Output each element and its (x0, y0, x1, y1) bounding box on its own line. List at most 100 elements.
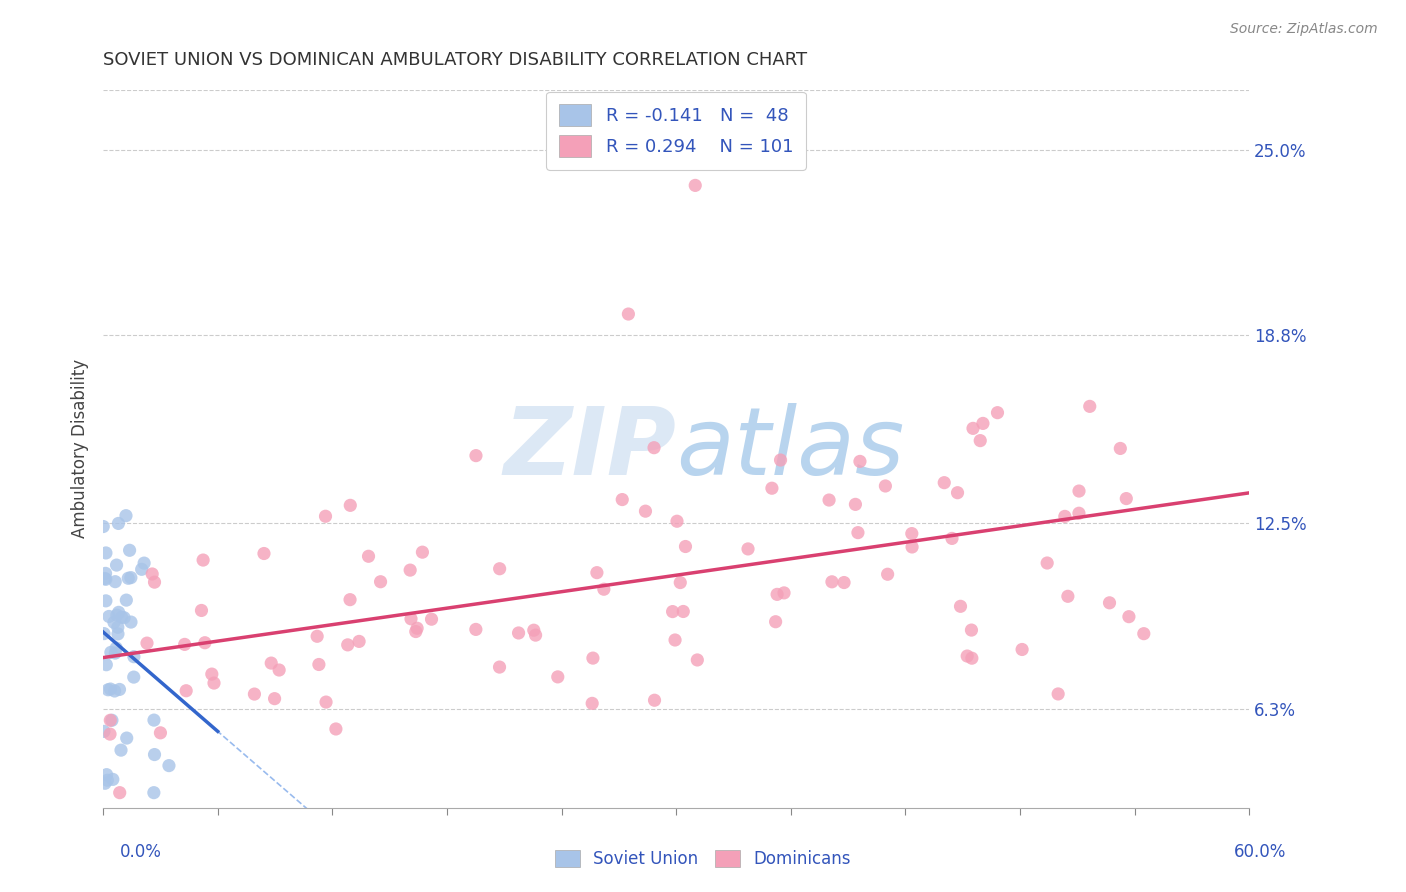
Point (818, 493, 841, 508)
Point (94, 776, 117, 790)
Point (686, 653, 709, 667)
Point (406, 621, 429, 635)
Point (339, 592, 361, 607)
Point (683, 178, 706, 193)
Point (901, 540, 924, 554)
Point (149, 726, 172, 740)
Point (405, 624, 427, 639)
Point (191, 553, 214, 567)
Point (644, 693, 666, 707)
Point (157, 758, 180, 772)
Point (190, 603, 212, 617)
Point (101, 713, 124, 727)
Point (117, 571, 139, 585)
Point (672, 605, 695, 619)
Point (946, 485, 969, 500)
Point (263, 691, 285, 706)
Point (96, 657, 118, 672)
Point (93, 626, 115, 640)
Text: 0.0%: 0.0% (120, 843, 162, 861)
Point (737, 541, 759, 556)
Point (1053, 509, 1076, 524)
Point (634, 504, 657, 518)
Point (108, 682, 131, 697)
Point (832, 575, 855, 590)
Point (1098, 596, 1121, 610)
Point (131, 562, 153, 576)
Point (107, 627, 129, 641)
Point (643, 441, 665, 455)
Point (142, 786, 165, 800)
Point (325, 722, 347, 736)
Point (1047, 687, 1070, 701)
Point (243, 687, 266, 701)
Text: Source: ZipAtlas.com: Source: ZipAtlas.com (1230, 22, 1378, 37)
Point (98, 727, 121, 741)
Point (582, 651, 605, 665)
Point (307, 629, 329, 643)
Point (315, 695, 337, 709)
Point (115, 508, 138, 523)
Point (107, 516, 129, 531)
Point (115, 593, 138, 607)
Legend: R = -0.141   N =  48, R = 0.294    N = 101: R = -0.141 N = 48, R = 0.294 N = 101 (547, 92, 806, 169)
Point (118, 543, 141, 558)
Point (357, 549, 380, 564)
Point (411, 545, 433, 559)
Point (464, 623, 486, 637)
Point (1036, 556, 1059, 570)
Point (875, 479, 897, 493)
Point (769, 453, 792, 467)
Legend: Soviet Union, Dominicans: Soviet Union, Dominicans (548, 843, 858, 875)
Point (269, 663, 291, 677)
Point (901, 526, 924, 541)
Point (849, 454, 872, 468)
Point (143, 713, 166, 727)
Point (260, 656, 283, 670)
Point (111, 610, 134, 624)
Point (1115, 491, 1137, 506)
Point (91, 519, 114, 533)
Point (1067, 484, 1090, 499)
Point (108, 786, 131, 800)
Point (488, 562, 510, 576)
Point (586, 566, 609, 580)
Point (949, 599, 972, 614)
Point (399, 563, 422, 577)
Point (97, 682, 120, 697)
Point (508, 626, 530, 640)
Point (765, 615, 787, 629)
Point (666, 514, 689, 528)
Point (941, 532, 963, 546)
Point (336, 638, 359, 652)
Point (488, 660, 510, 674)
Point (194, 636, 217, 650)
Point (120, 571, 142, 585)
Point (821, 574, 844, 589)
Point (122, 670, 145, 684)
Point (761, 481, 783, 495)
Point (94, 571, 117, 585)
Point (1067, 506, 1090, 520)
Point (100, 645, 122, 659)
Point (844, 497, 866, 511)
Point (592, 582, 614, 597)
Point (969, 434, 991, 448)
Point (98, 713, 121, 727)
Point (370, 574, 392, 589)
Point (105, 558, 128, 573)
Point (934, 475, 956, 490)
Point (960, 651, 983, 665)
Point (141, 566, 163, 581)
Point (1078, 400, 1101, 414)
Point (465, 449, 488, 463)
Point (308, 657, 330, 672)
Point (110, 743, 132, 757)
Point (956, 648, 979, 663)
Point (661, 605, 683, 619)
Point (103, 615, 125, 630)
Point (112, 610, 135, 624)
Point (105, 608, 128, 623)
Text: atlas: atlas (676, 403, 904, 494)
Point (94, 546, 117, 560)
